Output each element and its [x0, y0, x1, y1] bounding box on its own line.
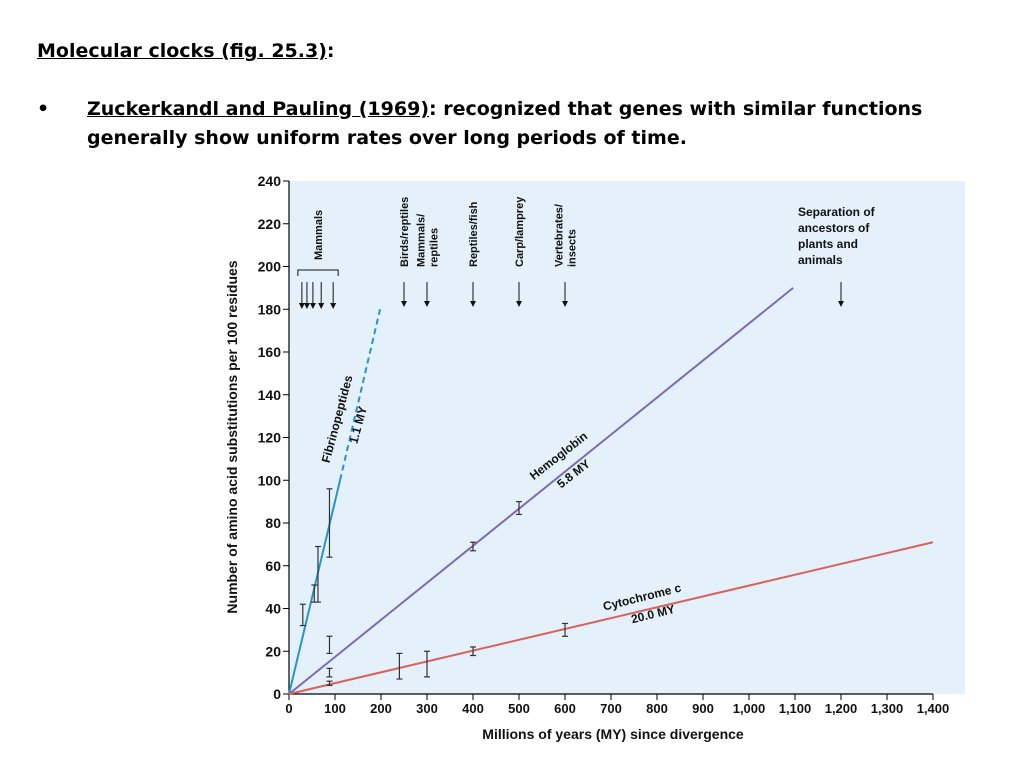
x-axis-title: Millions of years (MY) since divergence: [482, 726, 744, 742]
event-label: insects: [567, 229, 579, 267]
error-bar: [516, 501, 522, 516]
event-label: animals: [798, 253, 843, 267]
x-tick-label: 700: [600, 701, 622, 716]
y-tick-label: 40: [265, 601, 281, 617]
mammals-bracket: [297, 269, 339, 276]
error-bar: [326, 635, 333, 654]
bullet-text: : recognized that genes with similar fun…: [87, 98, 923, 149]
y-tick-label: 20: [265, 643, 281, 659]
arrow-head: [401, 301, 407, 307]
bullet-lead: Zuckerkandl and Pauling (1969): [87, 98, 429, 120]
x-tick-label: 800: [646, 701, 668, 716]
error-bar: [326, 667, 333, 678]
event-arrow: [330, 282, 337, 309]
plot-background: [289, 181, 965, 694]
event-arrow: [309, 282, 316, 309]
event-arrow: [516, 282, 522, 307]
y-tick-label: 60: [265, 558, 281, 574]
x-tick-label: 600: [554, 701, 576, 716]
x-tick-label: 1,000: [733, 701, 766, 716]
arrow-head: [838, 301, 844, 307]
x-tick-label: 900: [692, 701, 714, 716]
arrow-head: [309, 303, 316, 309]
arrow-head: [318, 303, 325, 309]
arrow-head: [516, 301, 522, 307]
event-arrow: [401, 282, 407, 307]
event-label: Reptiles/fish: [468, 201, 480, 267]
error-bar: [314, 545, 321, 603]
trend-line: [288, 541, 934, 695]
arrow-head: [298, 303, 305, 309]
event-arrow: [838, 282, 844, 307]
y-tick-label: 0: [273, 686, 281, 702]
event-label: Mammals/: [416, 214, 428, 267]
x-tick-label: 1,300: [871, 701, 904, 716]
y-tick-label: 80: [265, 515, 281, 531]
event-arrow: [562, 282, 568, 307]
x-tick-label: 300: [416, 701, 438, 716]
x-tick-label: 1,400: [917, 701, 950, 716]
error-bar: [562, 622, 568, 637]
event-arrow: [318, 282, 325, 309]
event-label: Separation of: [798, 205, 876, 219]
event-label: Vertebrates/: [554, 204, 566, 267]
x-tick-label: 500: [508, 701, 530, 716]
event-label: plants and: [798, 237, 858, 251]
error-bar: [470, 541, 476, 552]
x-tick-label: 0: [285, 701, 292, 716]
title-suffix: :: [326, 40, 335, 62]
title-text: Molecular clocks (fig. 25.3): [37, 40, 327, 62]
arrow-head: [424, 301, 430, 307]
x-tick-label: 200: [370, 701, 392, 716]
y-tick-label: 100: [258, 472, 282, 488]
event-arrow: [298, 282, 305, 309]
y-tick-label: 180: [258, 301, 282, 317]
event-arrow: [424, 282, 430, 307]
y-tick-label: 200: [258, 259, 282, 275]
x-tick-label: 100: [324, 701, 346, 716]
event-label: Birds/reptiles: [399, 197, 411, 267]
event-label: ancestors of: [798, 221, 870, 235]
bullet-list: Zuckerkandl and Pauling (1969): recogniz…: [37, 95, 987, 153]
y-tick-label: 140: [258, 387, 282, 403]
error-bar: [299, 603, 306, 627]
event-label: Mammals: [313, 210, 325, 260]
arrow-head: [330, 303, 337, 309]
event-label: reptiles: [429, 228, 441, 267]
slide-title: Molecular clocks (fig. 25.3):: [37, 40, 335, 62]
error-bar: [396, 652, 403, 680]
y-axis-title: Number of amino acid substitutions per 1…: [224, 260, 240, 613]
arrow-head: [470, 301, 476, 307]
arrow-head: [303, 303, 310, 309]
error-bar: [326, 680, 333, 687]
x-tick-label: 1,200: [825, 701, 858, 716]
x-tick-label: 400: [462, 701, 484, 716]
y-tick-label: 160: [258, 344, 282, 360]
error-bar: [470, 646, 476, 657]
y-tick-label: 120: [258, 430, 282, 446]
y-tick-label: 240: [258, 173, 282, 189]
event-arrow: [303, 282, 310, 309]
trend-line: [288, 287, 794, 695]
error-bar: [424, 650, 430, 678]
bullet: Zuckerkandl and Pauling (1969): recogniz…: [37, 95, 987, 153]
x-tick-label: 1,100: [779, 701, 812, 716]
event-label: Carp/lamprey: [514, 196, 526, 267]
arrow-head: [562, 301, 568, 307]
error-bar: [326, 488, 333, 558]
event-arrow: [470, 282, 476, 307]
y-tick-label: 220: [258, 216, 282, 232]
